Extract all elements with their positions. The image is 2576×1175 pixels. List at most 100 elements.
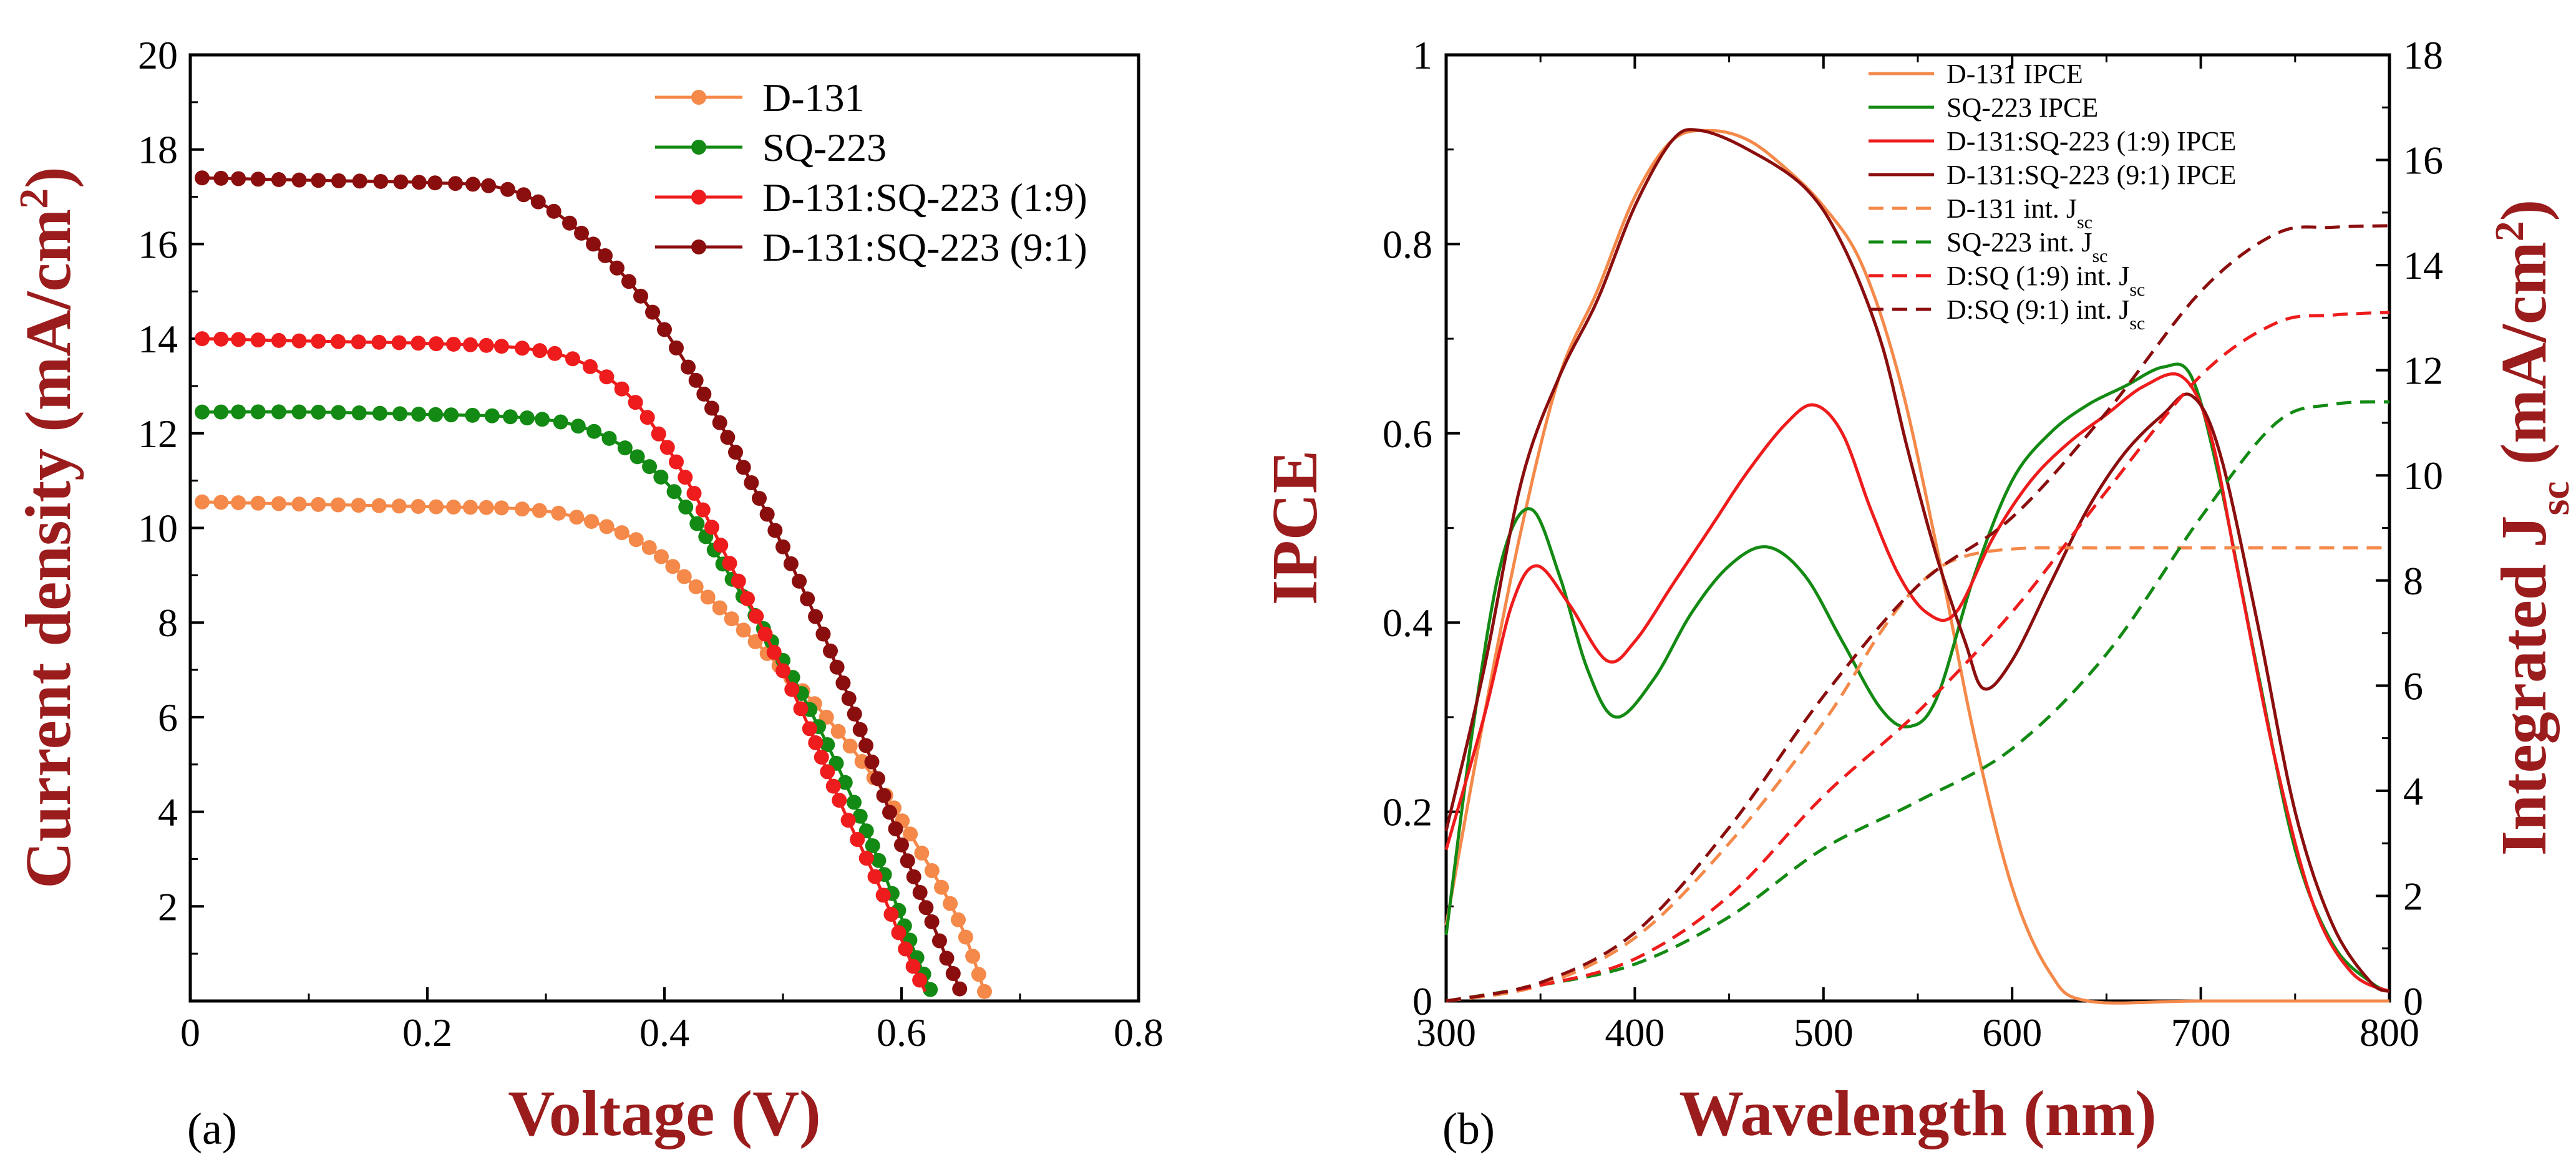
panel-a-data-marker xyxy=(728,445,743,460)
panel-b-legend-text: SQ-223 IPCE xyxy=(1947,92,2098,123)
panel-a-data-marker xyxy=(213,495,229,510)
panel-a-data-marker xyxy=(931,933,947,949)
panel-b-label: (b) xyxy=(1442,1104,1495,1154)
panel-a-data-marker xyxy=(428,407,444,422)
panel-a-y-axis-title: Current density (mA/cm2) xyxy=(11,167,85,889)
panel-a-data-marker xyxy=(448,176,464,191)
panel-a-data-marker xyxy=(829,659,845,675)
panel-a-data-marker xyxy=(696,386,712,402)
panel-b-legend-text: D-131 int. J xyxy=(1947,193,2077,224)
panel-a-data-marker xyxy=(912,885,928,901)
panel-a-x-tick-label: 0.8 xyxy=(1114,1010,1164,1055)
panel-a-data-marker xyxy=(784,682,800,697)
panel-a-legend-label: SQ-223 xyxy=(762,125,887,170)
panel-a-data-marker xyxy=(870,771,885,786)
panel-a-data-marker xyxy=(669,454,684,470)
panel-a-data-marker xyxy=(391,498,407,514)
panel-a-data-marker xyxy=(832,793,847,808)
panel-a-data-marker xyxy=(291,333,307,349)
panel-a-data-marker xyxy=(720,430,736,445)
panel-a-data-marker xyxy=(231,332,246,347)
panel-a-data-marker xyxy=(875,887,891,903)
panel-a-data-marker xyxy=(657,322,672,337)
panel-a-data-marker xyxy=(231,404,246,420)
panel-a-data-marker xyxy=(331,497,346,513)
panel-a-data-marker xyxy=(250,495,266,511)
panel-a-data-marker xyxy=(628,395,643,410)
panel-b-y-tick-label: 0.6 xyxy=(1383,412,1432,456)
panel-a-data-marker xyxy=(888,821,903,836)
panel-a-y-tick-label: 8 xyxy=(158,601,178,645)
panel-a-data-marker xyxy=(945,966,961,982)
panel-a-data-marker xyxy=(411,336,426,351)
panel-b-ticks: 300 400 500 600 700 80000.20.40.60.8102468101… xyxy=(1383,33,2443,1055)
panel-b-legend-label: D-131 IPCE xyxy=(1947,59,2083,89)
panel-a-data-marker xyxy=(535,412,550,427)
panel-a-data-marker xyxy=(894,837,909,853)
panel-a-x-tick-label: 0 xyxy=(180,1010,200,1055)
panel-b-legend-label: D:SQ (9:1) int. Jsc xyxy=(1947,294,2145,334)
panel-a-data-marker xyxy=(291,172,307,188)
panel-a-data-marker xyxy=(943,896,958,911)
panel-a-data-marker xyxy=(825,778,841,794)
panel-b-x-tick-label: 700 xyxy=(2171,1010,2231,1055)
panel-b-right-axis-title: Integrated Jsc (mA/cm2) xyxy=(2487,200,2576,856)
panel-a-data-marker xyxy=(392,406,408,422)
panel-a-data-marker xyxy=(271,496,286,511)
panel-b-x-tick-label: 800 xyxy=(2360,1010,2419,1055)
panel-a-data-marker xyxy=(598,248,613,263)
panel-a-data-marker xyxy=(783,556,799,571)
panel-a-data-marker xyxy=(669,340,684,355)
panel-a-data-marker xyxy=(934,879,950,895)
panel-a-data-marker xyxy=(493,500,509,516)
panel-a-data-marker xyxy=(939,950,955,966)
panel-a-series-line xyxy=(202,337,927,992)
panel-a-x-axis-title: Voltage (V) xyxy=(508,1078,821,1149)
panel-a-data-marker xyxy=(850,832,865,848)
panel-b-right-tick-label: 12 xyxy=(2403,349,2443,393)
panel-a-legend-marker xyxy=(691,140,706,155)
panel-b-legend-label: D:SQ (1:9) int. Jsc xyxy=(1947,261,2145,300)
panel-a-data-marker xyxy=(722,556,737,571)
panel-a-data-marker xyxy=(311,496,326,512)
panel-a-data-marker xyxy=(820,764,835,780)
panel-a-data-marker xyxy=(352,173,367,189)
panel-a-data-marker xyxy=(923,982,938,997)
panel-a-data-marker xyxy=(676,569,692,584)
panel-b-x-tick-label: 500 xyxy=(1794,1010,1854,1055)
panel-a-data-marker xyxy=(678,500,694,515)
panel-b-series-7 xyxy=(1446,224,2390,1003)
panel-a-data-marker xyxy=(569,510,585,525)
panel-a-series-line xyxy=(202,176,963,992)
panel-a-data-marker xyxy=(977,984,992,999)
panel-b-legend-text: SQ-223 int. J xyxy=(1947,227,2092,258)
panel-a-data-marker xyxy=(642,459,658,475)
panel-a-data-marker xyxy=(808,735,824,750)
panel-a-data-marker xyxy=(678,470,693,485)
panel-b-right-tick-label: 18 xyxy=(2403,33,2443,77)
panel-a-data-marker xyxy=(530,194,546,210)
panel-a-data-marker xyxy=(479,337,494,353)
panel-a-data-marker xyxy=(665,559,681,574)
panel-a-data-marker xyxy=(574,225,589,241)
panel-a-data-marker xyxy=(271,404,286,420)
panel-a-y-tick-label: 10 xyxy=(138,506,178,551)
panel-a-data-marker xyxy=(802,721,817,737)
panel-a-data-marker xyxy=(195,331,210,347)
panel-a-data-marker xyxy=(493,339,509,354)
panel-a-data-marker xyxy=(633,288,648,304)
panel-a-data-marker xyxy=(553,414,568,430)
panel-a-data-marker xyxy=(582,359,598,374)
panel-a-data-marker xyxy=(958,929,973,945)
panel-a-data-marker xyxy=(731,573,746,589)
panel-a-data-marker xyxy=(852,808,868,824)
panel-a-data-marker xyxy=(704,400,719,416)
panel-a-data-marker xyxy=(905,959,921,974)
panel-a-data-marker xyxy=(195,404,210,420)
panel-b-series-5 xyxy=(1446,400,2390,1003)
panel-a-data-marker xyxy=(331,405,346,420)
panel-b-x-tick-label: 300 xyxy=(1416,1010,1476,1055)
panel-a-y-tick-label: 16 xyxy=(138,222,178,266)
panel-a-data-marker xyxy=(775,663,790,679)
panel-a-data-marker xyxy=(914,845,930,861)
